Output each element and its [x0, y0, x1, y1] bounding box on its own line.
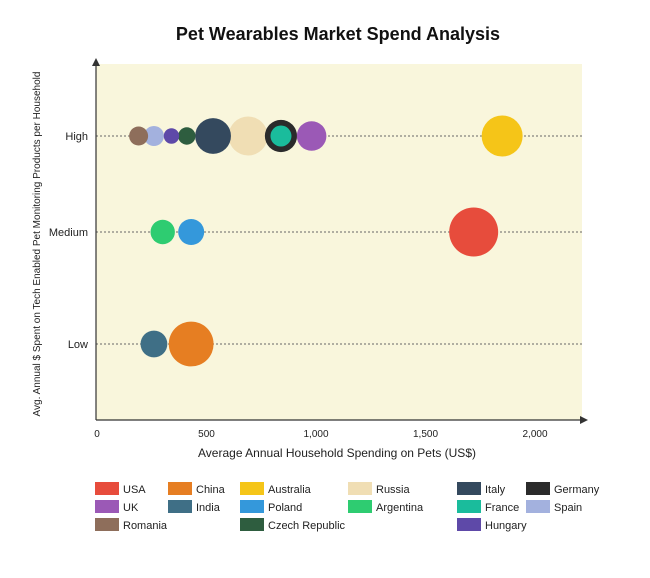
bubble-france: [270, 125, 292, 147]
legend-label: Italy: [485, 484, 506, 496]
legend-label: Russia: [376, 484, 411, 496]
legend-swatch: [95, 518, 119, 531]
legend-swatch: [457, 500, 481, 513]
legend-item-romania: Romania: [95, 518, 168, 532]
y-category-high: High: [65, 131, 88, 143]
bubble-italy: [195, 118, 231, 154]
bubble-argentina: [150, 219, 175, 245]
legend-swatch: [168, 500, 192, 513]
legend-swatch: [240, 482, 264, 495]
x-axis-arrow: [580, 416, 588, 424]
legend-label: France: [485, 502, 519, 514]
legend-item-argentina: Argentina: [348, 500, 424, 514]
bubble-hungary: [163, 128, 180, 144]
legend-item-australia: Australia: [240, 482, 312, 496]
y-category-medium: Medium: [49, 227, 88, 239]
legend-label: Romania: [123, 520, 168, 532]
legend-item-czech-republic: Czech Republic: [240, 518, 346, 532]
bubble-russia: [228, 116, 268, 156]
x-tick-label: 1,000: [303, 429, 328, 440]
legend-label: Czech Republic: [268, 520, 346, 532]
legend-item-hungary: Hungary: [457, 518, 527, 532]
legend-label: Argentina: [376, 502, 424, 514]
bubble-usa: [449, 207, 499, 257]
legend-swatch: [526, 500, 550, 513]
bubble-layer: [129, 115, 523, 367]
legend-item-india: India: [168, 500, 221, 514]
y-axis-arrow: [92, 58, 100, 66]
legend-swatch: [348, 482, 372, 495]
chart-title: Pet Wearables Market Spend Analysis: [176, 24, 500, 44]
bubble-china: [168, 321, 214, 367]
bubble-spain: [143, 126, 164, 146]
legend: USA China Australia Russia Italy Germany UK Ind…: [95, 482, 600, 532]
legend-label: USA: [123, 484, 146, 496]
x-tick-label: 2,000: [522, 429, 547, 440]
legend-swatch: [457, 518, 481, 531]
legend-label: Hungary: [485, 520, 527, 532]
legend-swatch: [168, 482, 192, 495]
bubble-uk: [296, 121, 327, 151]
x-tick-label: 500: [198, 429, 215, 440]
x-tick-labels: 0 500 1,000 1,500 2,000: [94, 429, 548, 440]
legend-swatch: [526, 482, 550, 495]
legend-item-china: China: [168, 482, 226, 496]
legend-item-usa: USA: [95, 482, 146, 496]
legend-label: Germany: [554, 484, 600, 496]
y-category-labels: Low Medium High: [49, 131, 88, 351]
legend-label: India: [196, 502, 221, 514]
legend-label: Poland: [268, 502, 302, 514]
legend-label: Spain: [554, 502, 582, 514]
legend-item-uk: UK: [95, 500, 139, 514]
legend-swatch: [457, 482, 481, 495]
legend-label: Australia: [268, 484, 312, 496]
y-axis-label: Avg. Annual $ Spent on Tech Enabled Pet …: [32, 72, 43, 417]
bubble-romania: [129, 126, 149, 146]
y-category-low: Low: [68, 339, 88, 351]
x-tick-label: 1,500: [413, 429, 438, 440]
legend-swatch: [95, 500, 119, 513]
legend-item-russia: Russia: [348, 482, 411, 496]
x-tick-label: 0: [94, 429, 100, 440]
legend-swatch: [348, 500, 372, 513]
legend-item-france: France: [457, 500, 519, 514]
legend-item-italy: Italy: [457, 482, 506, 496]
legend-label: China: [196, 484, 226, 496]
bubble-india: [140, 330, 168, 358]
legend-swatch: [240, 518, 264, 531]
legend-item-spain: Spain: [526, 500, 582, 514]
x-axis-label: Average Annual Household Spending on Pet…: [198, 446, 476, 460]
bubble-poland: [178, 219, 205, 245]
legend-swatch: [95, 482, 119, 495]
bubble-czech-republic: [178, 127, 196, 145]
bubble-australia: [481, 115, 523, 157]
legend-swatch: [240, 500, 264, 513]
legend-item-germany: Germany: [526, 482, 600, 496]
legend-label: UK: [123, 502, 139, 514]
legend-item-poland: Poland: [240, 500, 302, 514]
